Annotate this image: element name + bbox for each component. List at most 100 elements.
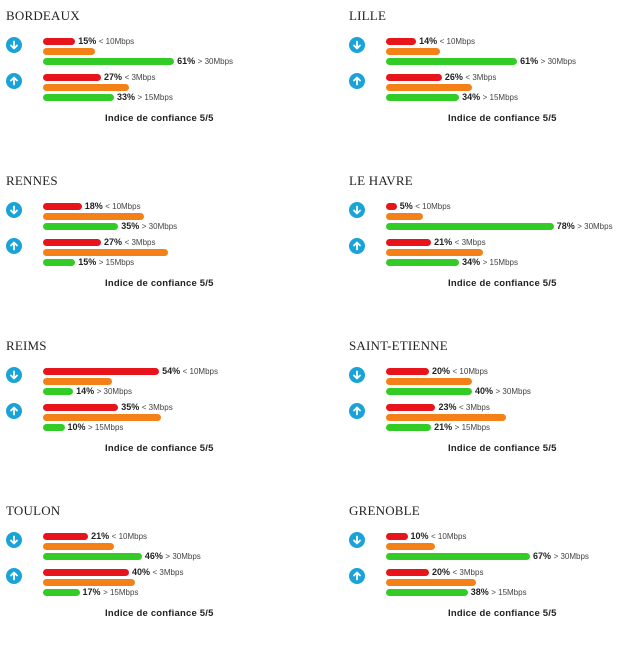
percent-value: 61% <box>520 56 539 66</box>
city-name: RENNES <box>6 173 58 188</box>
download-low-label: 14% < 10Mbps <box>419 36 475 47</box>
percent-value: 54% <box>162 366 181 376</box>
city-name: REIMS <box>6 338 47 353</box>
upload-low-bar <box>43 74 102 81</box>
trust-index: Indice de confiance 5/5 <box>448 608 557 619</box>
upload-low-label: 40% < 3Mbps <box>132 567 183 578</box>
percent-value: 14% <box>76 386 95 396</box>
upload-low-bar <box>43 569 129 576</box>
download-low-label: 10% < 10Mbps <box>411 531 467 542</box>
upload-low-label: 27% < 3Mbps <box>104 72 155 83</box>
download-high-label: 35% > 30Mbps <box>121 221 177 232</box>
upload-high-label: 38% > 15Mbps <box>471 587 527 598</box>
threshold-label: > 15Mbps <box>482 258 518 267</box>
download-mid-bar <box>43 378 112 385</box>
threshold-label: > 30Mbps <box>141 222 178 231</box>
upload-arrow-icon <box>349 403 365 419</box>
threshold-label: < 3Mbps <box>458 403 490 412</box>
download-high-label: 67% > 30Mbps <box>533 551 589 562</box>
threshold-label: < 3Mbps <box>452 568 484 577</box>
percent-value: 15% <box>78 257 97 267</box>
download-mid-bar <box>386 213 423 220</box>
upload-mid-bar <box>43 579 136 586</box>
percent-value: 20% <box>432 366 451 376</box>
upload-low-bar <box>43 404 119 411</box>
upload-low-bar <box>43 239 102 246</box>
upload-mid-bar <box>386 84 472 91</box>
upload-high-bar <box>43 424 65 431</box>
upload-low-bar <box>386 569 429 576</box>
threshold-label: < 10Mbps <box>431 532 467 541</box>
download-arrow-icon <box>349 367 365 383</box>
download-high-bar <box>43 223 119 230</box>
upload-mid-bar <box>43 249 168 256</box>
download-mid-bar <box>43 543 114 550</box>
download-low-label: 18% < 10Mbps <box>85 201 141 212</box>
download-low-bar <box>386 38 417 45</box>
percent-value: 10% <box>410 531 429 541</box>
percent-value: 18% <box>84 201 103 211</box>
threshold-label: < 10Mbps <box>111 532 148 541</box>
trust-index: Indice de confiance 5/5 <box>105 278 214 289</box>
upload-high-bar <box>386 589 468 596</box>
city-name: TOULON <box>6 503 61 518</box>
upload-arrow-icon <box>349 568 365 584</box>
upload-low-label: 27% < 3Mbps <box>104 237 155 248</box>
city-card-le-havre: LE HAVRE 5% < 10Mbps 78% > 30Mbps 21% < 3Mb… <box>349 173 640 323</box>
upload-high-bar <box>386 424 432 431</box>
download-arrow-icon <box>349 202 365 218</box>
city-card-lille: LILLE 14% < 10Mbps 61% > 30Mbps 26% < 3Mbps… <box>349 8 640 158</box>
upload-low-label: 21% < 3Mbps <box>434 237 485 248</box>
download-low-bar <box>43 533 89 540</box>
download-high-label: 14% > 30Mbps <box>76 386 132 397</box>
upload-high-label: 33% > 15Mbps <box>117 92 173 103</box>
upload-low-label: 26% < 3Mbps <box>445 72 496 83</box>
download-arrow-icon <box>6 37 22 53</box>
percent-value: 38% <box>470 587 489 597</box>
upload-mid-bar <box>386 414 507 421</box>
threshold-label: < 3Mbps <box>124 238 156 247</box>
upload-arrow-icon <box>6 238 22 254</box>
threshold-label: < 10Mbps <box>98 37 135 46</box>
upload-high-label: 34% > 15Mbps <box>462 92 518 103</box>
city-card-rennes: RENNES 18% < 10Mbps 35% > 30Mbps 27% < 3Mbp… <box>6 173 306 323</box>
download-mid-bar <box>386 48 440 55</box>
trust-index: Indice de confiance 5/5 <box>448 443 557 454</box>
threshold-label: < 3Mbps <box>152 568 184 577</box>
threshold-label: < 10Mbps <box>182 367 218 376</box>
threshold-label: < 10Mbps <box>439 37 475 46</box>
threshold-label: < 3Mbps <box>454 238 486 247</box>
download-mid-bar <box>43 48 95 55</box>
download-low-bar <box>386 203 397 210</box>
upload-high-label: 15% > 15Mbps <box>78 257 134 268</box>
threshold-label: > 30Mbps <box>540 57 577 66</box>
threshold-label: > 15Mbps <box>454 423 491 432</box>
download-arrow-icon <box>6 202 22 218</box>
download-high-label: 78% > 30Mbps <box>557 221 613 232</box>
percent-value: 15% <box>78 36 97 46</box>
upload-high-bar <box>43 259 76 266</box>
threshold-label: > 15Mbps <box>98 258 135 267</box>
download-mid-bar <box>386 378 472 385</box>
city-name: BORDEAUX <box>6 8 80 23</box>
download-high-bar <box>386 58 518 65</box>
trust-index: Indice de confiance 5/5 <box>448 278 557 289</box>
percent-value: 21% <box>434 237 453 247</box>
download-high-bar <box>43 553 142 560</box>
percent-value: 27% <box>104 237 123 247</box>
upload-mid-bar <box>43 84 129 91</box>
percent-value: 17% <box>82 587 101 597</box>
upload-low-bar <box>386 404 436 411</box>
upload-high-label: 34% > 15Mbps <box>462 257 518 268</box>
percent-value: 27% <box>104 72 123 82</box>
upload-high-label: 17% > 15Mbps <box>83 587 139 598</box>
download-high-label: 61% > 30Mbps <box>520 56 576 67</box>
download-high-bar <box>43 58 175 65</box>
upload-high-bar <box>43 589 80 596</box>
upload-mid-bar <box>386 249 483 256</box>
percent-value: 35% <box>121 221 140 231</box>
percent-value: 5% <box>399 201 413 211</box>
threshold-label: > 30Mbps <box>577 222 613 231</box>
percent-value: 34% <box>462 257 481 267</box>
upload-low-bar <box>386 239 432 246</box>
